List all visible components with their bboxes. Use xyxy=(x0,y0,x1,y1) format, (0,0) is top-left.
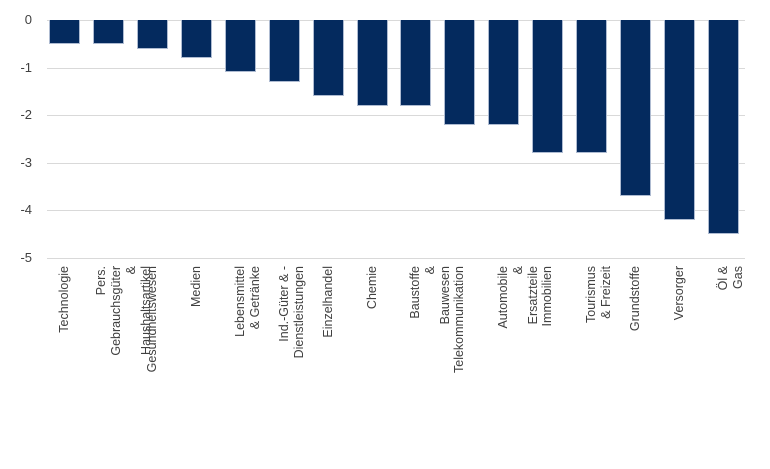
x-axis-category-label: Gesundheitswesen xyxy=(145,266,160,373)
bar-column xyxy=(306,20,350,97)
bar-column xyxy=(394,20,438,106)
gridline xyxy=(47,115,745,117)
bar-column xyxy=(43,20,87,44)
bar-column xyxy=(482,20,526,125)
x-axis-category-label: Technologie xyxy=(57,266,72,333)
bar-column xyxy=(175,20,219,59)
x-axis-category-label: Medien xyxy=(189,266,204,307)
bar xyxy=(268,20,300,82)
bar-column xyxy=(657,20,701,220)
y-axis-tick-label: -1 xyxy=(20,59,32,75)
gridline xyxy=(47,210,745,212)
bar-column xyxy=(262,20,306,82)
y-axis: 0 -1 -2 -3 -4 -5 xyxy=(0,0,32,280)
bar xyxy=(137,20,169,49)
bar-column xyxy=(219,20,263,73)
x-axis-category-label: Lebensmittel & Getränke xyxy=(232,266,262,337)
gridline xyxy=(47,20,745,21)
x-label-cell: Medien xyxy=(175,262,219,469)
x-axis-category-label: Ind.-Güter & -Dienstleistungen xyxy=(276,265,306,359)
bar xyxy=(224,20,256,73)
x-label-cell: Automobile & Ersatzteile xyxy=(482,262,540,469)
bar-column xyxy=(438,20,482,125)
x-axis-category-label: Telekommunikation xyxy=(452,266,467,373)
bar xyxy=(49,20,81,44)
bar xyxy=(532,20,564,154)
bar xyxy=(400,20,432,106)
bar xyxy=(356,20,388,106)
x-axis-category-label: Einzelhandel xyxy=(320,266,335,338)
bar xyxy=(93,20,125,44)
x-label-cell: Öl & Gas xyxy=(701,262,745,469)
y-axis-tick-label: -5 xyxy=(20,250,32,265)
x-label-cell: Lebensmittel & Getränke xyxy=(219,262,263,469)
bar-column xyxy=(87,20,131,44)
y-axis-tick-label: -3 xyxy=(20,154,32,170)
x-axis-category-label: Grundstoffe xyxy=(627,266,642,332)
x-label-cell: Versorger xyxy=(657,262,701,469)
bar xyxy=(488,20,520,125)
x-axis-category-label: Versorger xyxy=(671,266,686,321)
x-axis-category-label: Öl & Gas xyxy=(715,266,745,291)
x-label-cell: Ind.-Güter & -Dienstleistungen xyxy=(262,262,306,469)
plot-area xyxy=(43,20,745,259)
x-axis-category-label: Tourismus & Freizeit xyxy=(583,266,613,323)
y-axis-tick-label: -4 xyxy=(20,202,32,218)
bar-column xyxy=(350,20,394,106)
x-axis: Technologie Pers. Gebrauchsgüter & Hausha… xyxy=(43,262,745,469)
bar-column xyxy=(131,20,175,49)
bar-column xyxy=(526,20,570,154)
x-label-cell: Tourismus & Freizeit xyxy=(570,262,614,469)
bar-column xyxy=(701,20,745,235)
bar xyxy=(312,20,344,97)
bar xyxy=(575,20,607,154)
x-label-cell: Einzelhandel xyxy=(306,262,350,469)
bar xyxy=(181,20,213,59)
y-axis-tick-label: -2 xyxy=(20,107,32,123)
x-label-cell: Gesundheitswesen xyxy=(131,262,175,469)
bar xyxy=(619,20,651,197)
bars-container xyxy=(43,20,745,258)
x-axis-category-label: Immobilien xyxy=(540,266,555,327)
bar-column xyxy=(613,20,657,197)
bar xyxy=(707,20,739,235)
x-label-cell: Grundstoffe xyxy=(613,262,657,469)
x-label-cell: Baustoffe & Bauwesen xyxy=(394,262,452,469)
x-label-cell: Technologie xyxy=(43,262,87,469)
x-label-cell: Pers. Gebrauchsgüter & Haushaltsartikel xyxy=(87,262,153,469)
x-label-cell: Chemie xyxy=(350,262,394,469)
bar-column xyxy=(570,20,614,154)
gridline xyxy=(47,162,745,164)
x-label-cell: Immobilien xyxy=(526,262,570,469)
x-label-cell: Telekommunikation xyxy=(438,262,482,469)
gridline xyxy=(47,258,745,259)
bar xyxy=(444,20,476,125)
gridline xyxy=(47,67,745,69)
y-axis-tick-label: 0 xyxy=(24,12,32,27)
x-axis-category-label: Chemie xyxy=(364,266,379,310)
bar xyxy=(663,20,695,220)
